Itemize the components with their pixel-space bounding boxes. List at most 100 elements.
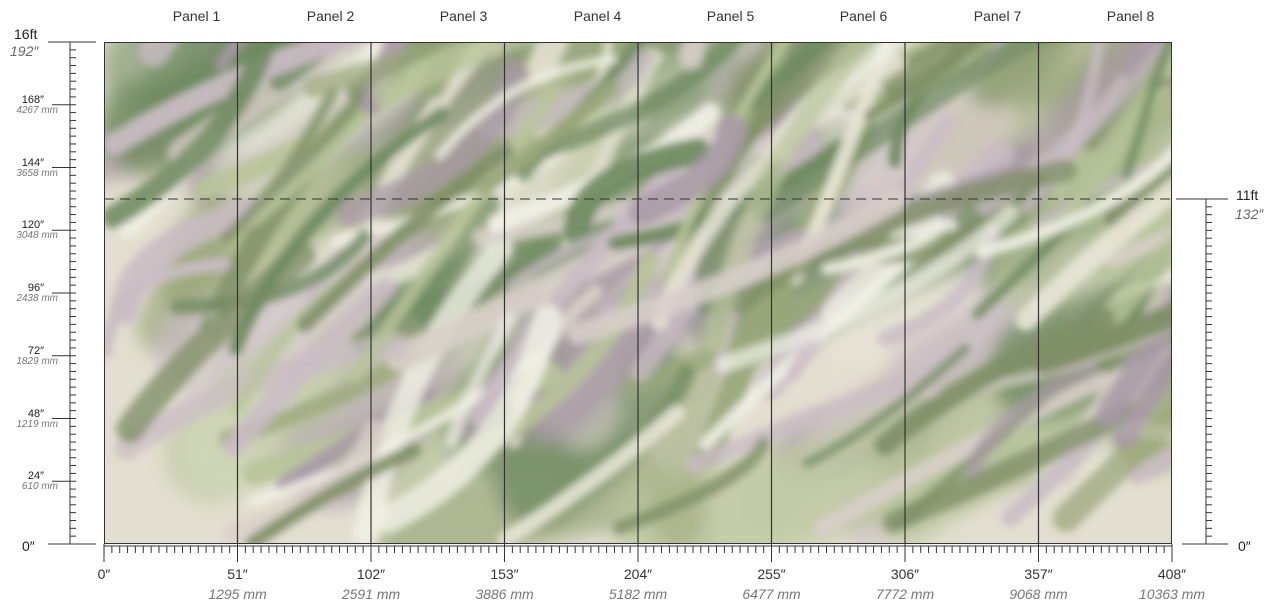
bottom-scale-inch-label: 306″	[890, 566, 920, 582]
mural-image	[104, 42, 1172, 544]
mural-brush-stroke	[352, 235, 514, 543]
panel-label-7: Panel 7	[973, 8, 1022, 24]
mural-brush-stroke	[538, 43, 743, 159]
right-top-in-label: 132″	[1235, 206, 1264, 222]
bottom-scale-mm-label: 5182 mm	[608, 586, 668, 602]
bottom-scale-inch-label: 51″	[227, 566, 248, 582]
mural-artwork	[105, 43, 1171, 543]
left-scale-mm-label: 4267 mm	[16, 105, 58, 116]
mural-brush-stroke	[1103, 159, 1171, 230]
bottom-scale-inch-label: 102″	[356, 566, 386, 582]
panel-label-5: Panel 5	[706, 8, 755, 24]
panel-label-3: Panel 3	[439, 8, 488, 24]
left-scale-mm-label: 1829 mm	[16, 355, 58, 367]
right-top-ft-label: 11ft	[1236, 187, 1259, 203]
mural-brush-stroke	[567, 189, 907, 345]
mural-brush-stroke	[1121, 43, 1160, 79]
mural-brush-stroke	[612, 436, 771, 535]
left-scale-inch-label: 144″	[21, 156, 44, 169]
bottom-scale-mm-label: 3886 mm	[475, 586, 534, 602]
mural-brush-stroke	[1113, 347, 1171, 449]
mural-brush-stroke	[444, 313, 516, 449]
mural-brush-stroke	[371, 43, 533, 107]
mural-brush-stroke	[884, 43, 980, 103]
left-scale-inch-label: 96″	[27, 282, 44, 295]
mural-brush-stroke	[105, 43, 277, 229]
mural-brush-stroke	[863, 43, 955, 87]
mural-brush-stroke	[686, 372, 914, 473]
mural-brush-stroke	[373, 304, 562, 534]
left-top-ft-label: 16ft	[14, 26, 38, 42]
left-scale-inch-label: 168″	[21, 94, 44, 106]
panel-label-2: Panel 2	[306, 8, 355, 24]
mural-brush-stroke	[679, 43, 706, 70]
mural-brush-stroke	[303, 43, 476, 98]
bottom-scale-mm-label: 9068 mm	[1009, 586, 1068, 602]
mural-brush-stroke	[1121, 43, 1171, 181]
bottom-scale-mm-label: 10363 mm	[1138, 586, 1206, 602]
bottom-scale-inch-label: 204″	[623, 566, 653, 582]
mural-brush-stroke	[361, 43, 496, 228]
mural-brush-stroke	[628, 114, 747, 226]
left-scale-inch-label: 120″	[21, 219, 44, 232]
bottom-scale-inch-label: 255″	[757, 566, 786, 582]
mural-brush-stroke	[1052, 402, 1171, 532]
bottom-scale-mm-label: 6477 mm	[742, 586, 801, 602]
mural-brush-stroke	[975, 146, 1171, 259]
mural-brush-stroke	[802, 343, 970, 468]
mural-brush-stroke	[651, 54, 906, 331]
left-top-in-label: 192″	[10, 43, 39, 59]
mural-brush-stroke	[1015, 177, 1171, 331]
bottom-scale-inch-label: 0″	[97, 566, 111, 582]
bottom-scale-inch-label: 408″	[1157, 566, 1187, 582]
mural-brush-stroke	[752, 43, 1046, 224]
left-scale-mm-label: 2438 mm	[16, 293, 58, 305]
bottom-scale-inch-label: 153″	[490, 566, 519, 582]
right-zero-label: 0″	[1238, 538, 1251, 554]
left-scale-mm-label: 610 mm	[21, 481, 58, 493]
mural-brush-stroke	[497, 405, 686, 543]
bottom-scale-inch-label: 357″	[1024, 566, 1053, 582]
mural-brush-stroke	[1104, 226, 1171, 268]
mural-brush-stroke	[219, 86, 339, 244]
mural-brush-stroke	[1095, 232, 1171, 332]
mural-brush-stroke	[1149, 77, 1171, 88]
mural-brush-stroke	[1031, 302, 1171, 375]
mural-brush-stroke	[1096, 184, 1171, 281]
mural-brush-stroke	[245, 443, 421, 543]
bottom-scale-mm-label: 1295 mm	[208, 586, 267, 602]
left-scale-mm-label: 3048 mm	[16, 230, 58, 242]
mural-brush-stroke	[105, 257, 231, 359]
mural-brush-wash	[984, 43, 1166, 197]
left-zero-label: 0″	[22, 538, 35, 554]
mural-brush-stroke	[702, 43, 878, 353]
panel-label-6: Panel 6	[839, 8, 888, 24]
mural-brush-wash	[1109, 275, 1171, 473]
mural-brush-stroke	[223, 276, 397, 457]
mural-brush-stroke	[348, 86, 560, 384]
mural-brush-stroke	[138, 43, 179, 68]
mural-brush-stroke	[821, 217, 945, 276]
panel-label-8: Panel 8	[1106, 8, 1155, 24]
mural-brush-stroke	[170, 229, 372, 314]
mural-brush-stroke	[228, 106, 449, 356]
mural-brush-stroke	[1019, 43, 1105, 214]
mural-brush-stroke	[1062, 53, 1171, 227]
left-scale-mm-label: 1219 mm	[16, 418, 58, 430]
mural-brush-wash	[141, 43, 286, 131]
mural-brush-stroke	[745, 43, 833, 111]
left-scale-inch-label: 24″	[27, 470, 44, 483]
mural-brush-stroke	[864, 43, 983, 122]
mural-brush-wash	[979, 43, 1171, 110]
mural-brush-stroke	[434, 54, 618, 161]
panel-label-4: Panel 4	[573, 8, 622, 24]
bottom-scale-mm-label: 7772 mm	[875, 586, 935, 602]
left-scale-inch-label: 72″	[27, 344, 44, 357]
left-scale-mm-label: 3658 mm	[16, 167, 58, 179]
mural-brush-stroke	[1128, 447, 1171, 484]
panel-label-1: Panel 1	[172, 8, 221, 24]
mural-brush-stroke	[296, 143, 514, 333]
mural-brush-stroke	[477, 80, 620, 196]
